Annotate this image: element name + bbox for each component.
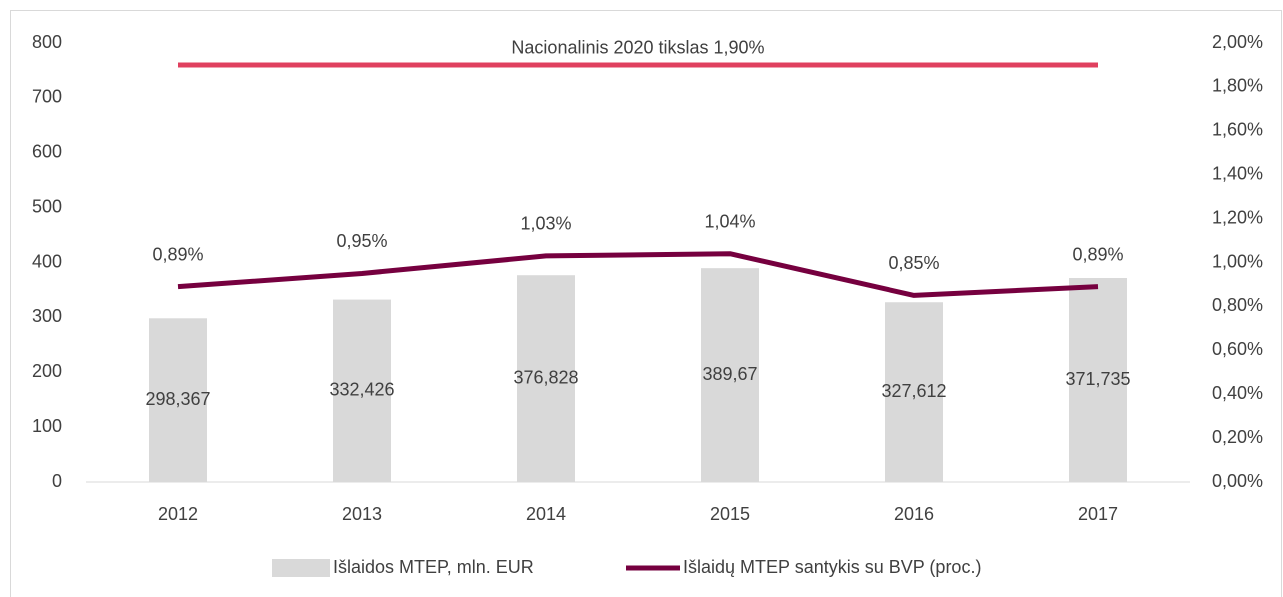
y2-tick-label: 0,20% [1212,427,1263,447]
y-tick-label: 200 [32,361,62,381]
line-value-label: 0,85% [888,253,939,273]
x-tick-label: 2017 [1078,504,1118,524]
y2-tick-label: 0,00% [1212,471,1263,491]
target-label: Nacionalinis 2020 tikslas 1,90% [511,38,764,58]
line-value-label: 0,95% [336,231,387,251]
x-tick-label: 2013 [342,504,382,524]
bar [885,302,943,482]
y-tick-label: 400 [32,251,62,271]
y-tick-label: 700 [32,87,62,107]
x-tick-label: 2015 [710,504,750,524]
bar [517,275,575,482]
y2-tick-label: 1,20% [1212,207,1263,227]
y-tick-label: 800 [32,32,62,52]
bar-value-label: 332,426 [329,380,394,400]
line-value-label: 0,89% [1072,244,1123,264]
line-value-label: 0,89% [152,244,203,264]
y2-tick-label: 0,80% [1212,295,1263,315]
bar [333,299,391,482]
y2-tick-label: 0,60% [1212,339,1263,359]
bar-value-label: 327,612 [881,381,946,401]
bar-value-label: 298,367 [145,389,210,409]
y-tick-label: 600 [32,142,62,162]
bar-value-label: 371,735 [1065,369,1130,389]
bar-value-label: 389,67 [702,364,757,384]
y2-tick-label: 1,60% [1212,120,1263,140]
bar [701,268,759,482]
x-tick-label: 2012 [158,504,198,524]
legend-label: Išlaidos MTEP, mln. EUR [333,557,534,577]
line [177,251,1099,298]
y2-tick-label: 1,00% [1212,251,1263,271]
y-tick-label: 0 [52,471,62,491]
line-value-label: 1,04% [704,211,755,231]
legend-label: Išlaidų MTEP santykis su BVP (proc.) [683,557,981,577]
y-tick-label: 100 [32,416,62,436]
bar [1069,278,1127,482]
y2-tick-label: 1,80% [1212,76,1263,96]
line-value-label: 1,03% [520,214,571,234]
y2-tick-label: 0,40% [1212,383,1263,403]
y-tick-label: 300 [32,306,62,326]
x-tick-label: 2016 [894,504,934,524]
y2-tick-label: 2,00% [1212,32,1263,52]
bar-value-label: 376,828 [513,367,578,387]
legend-swatch [272,559,330,577]
y2-tick-label: 1,40% [1212,163,1263,183]
bar [149,318,207,482]
x-tick-label: 2014 [526,504,566,524]
y-tick-label: 500 [32,196,62,216]
